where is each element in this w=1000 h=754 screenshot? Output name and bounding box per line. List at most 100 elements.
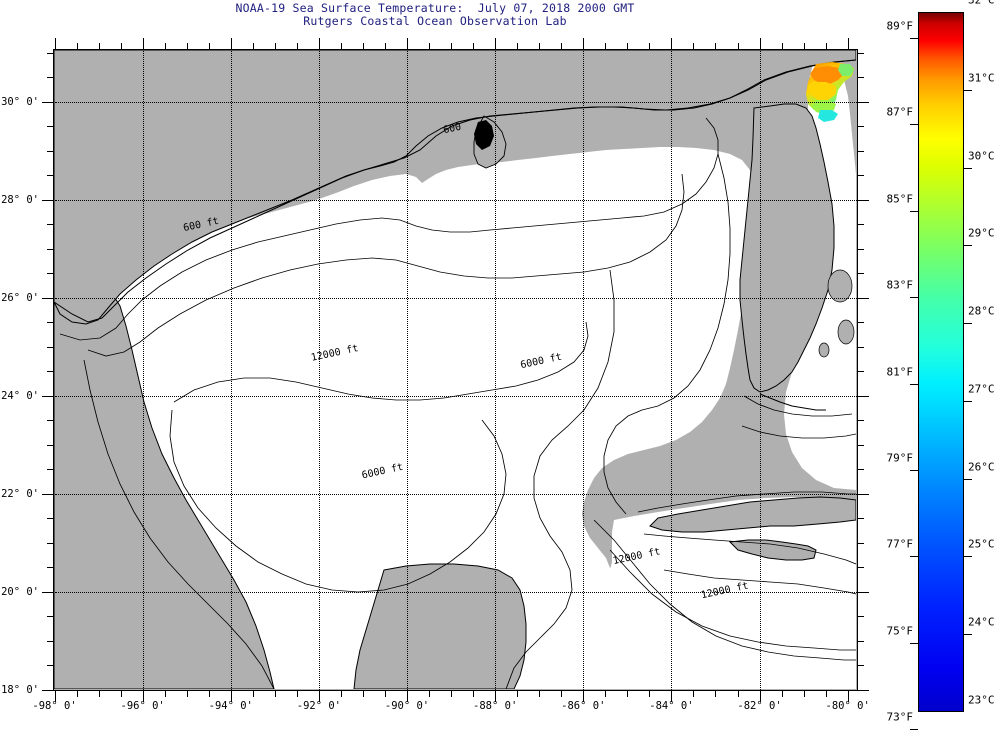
- colorbar-label-celsius: 30°C: [968, 149, 995, 163]
- y-axis-tick: [47, 444, 53, 446]
- x-axis-label: -86° 0': [561, 700, 606, 712]
- title-line-primary: NOAA-19 Sea Surface Temperature: July 07…: [235, 1, 635, 15]
- x-axis-label: -98° 0': [32, 700, 77, 712]
- x-axis-tick: [98, 691, 100, 697]
- x-axis-tick-top: [407, 38, 409, 49]
- colorbar-label-fahrenheit: 79°F: [886, 451, 914, 465]
- x-axis-tick: [186, 691, 188, 697]
- x-axis-tick: [583, 691, 585, 702]
- x-axis-label: -96° 0': [120, 700, 165, 712]
- y-axis-tick: [47, 52, 53, 54]
- y-axis-tick: [42, 199, 53, 201]
- colorbar-label-celsius: 32°C: [968, 0, 995, 7]
- x-axis-tick: [230, 691, 232, 702]
- y-axis-tick: [47, 542, 53, 544]
- y-axis-tick-right: [858, 199, 869, 201]
- y-axis-tick-right: [858, 665, 864, 667]
- x-axis-tick-top: [384, 43, 386, 49]
- x-axis-tick-top: [230, 38, 232, 49]
- x-axis-tick: [252, 691, 254, 697]
- y-axis-tick-right: [858, 420, 864, 422]
- colorbar-label-celsius: 25°C: [968, 537, 995, 551]
- x-axis-tick-top: [208, 43, 210, 49]
- y-axis-tick: [47, 224, 53, 226]
- bathymetry-contour-label: 600: [442, 122, 462, 137]
- y-axis-tick: [47, 518, 53, 520]
- colorbar-label-fahrenheit: 81°F: [886, 365, 914, 379]
- x-axis-tick: [561, 691, 563, 697]
- y-axis-tick: [47, 273, 53, 275]
- y-axis-tick: [47, 567, 53, 569]
- x-axis-tick: [605, 691, 607, 697]
- y-axis-tick: [47, 616, 53, 618]
- x-axis-tick: [76, 691, 78, 697]
- x-axis-tick: [208, 691, 210, 697]
- x-axis-tick-top: [737, 43, 739, 49]
- y-axis-label: 26° 0': [1, 291, 39, 304]
- x-axis-label: -88° 0': [473, 700, 518, 712]
- x-axis-tick: [340, 691, 342, 697]
- x-axis-tick-top: [429, 43, 431, 49]
- x-axis-tick: [54, 691, 56, 702]
- colorbar-label-fahrenheit: 89°F: [886, 19, 914, 33]
- colorbar-fahrenheit-labels: 89°F 87°F 85°F 83°F 81°F 79°F 77°F 75°F 73°F: [855, 0, 914, 723]
- y-axis-tick: [47, 126, 53, 128]
- x-axis-tick-top: [649, 43, 651, 49]
- chart-title: NOAA-19 Sea Surface Temperature: July 07…: [0, 2, 870, 28]
- y-axis-tick-right: [858, 640, 864, 642]
- y-axis-tick-right: [858, 444, 864, 446]
- y-axis-tick-right: [858, 175, 864, 177]
- x-axis-tick-top: [715, 43, 717, 49]
- y-axis-tick: [47, 420, 53, 422]
- x-axis-tick: [451, 691, 453, 697]
- colorbar-label-fahrenheit: 77°F: [886, 537, 914, 551]
- y-axis-tick: [47, 175, 53, 177]
- x-axis-tick-top: [605, 43, 607, 49]
- colorbar: [918, 12, 964, 712]
- colorbar-label-fahrenheit: 87°F: [886, 105, 914, 119]
- x-axis-tick-top: [252, 43, 254, 49]
- x-axis-tick-top: [539, 43, 541, 49]
- y-axis-tick: [42, 101, 53, 103]
- y-axis-label: 30° 0': [1, 95, 39, 108]
- x-axis-tick-top: [98, 43, 100, 49]
- x-axis-tick-top: [451, 43, 453, 49]
- colorbar-label-fahrenheit: 85°F: [886, 192, 914, 206]
- y-axis-tick-right: [858, 248, 864, 250]
- x-axis-tick: [825, 691, 827, 697]
- y-axis-tick-right: [858, 616, 864, 618]
- colorbar-label-celsius: 24°C: [968, 615, 995, 629]
- y-axis-tick: [47, 371, 53, 373]
- y-axis-tick: [47, 640, 53, 642]
- colorbar-label-celsius: 23°C: [968, 693, 995, 707]
- x-axis-tick: [693, 691, 695, 697]
- y-axis-tick-right: [858, 150, 864, 152]
- x-axis-tick: [759, 691, 761, 702]
- x-axis-tick: [627, 691, 629, 697]
- y-axis-tick-right: [858, 395, 869, 397]
- x-axis-tick-top: [517, 43, 519, 49]
- x-axis-tick-top: [274, 43, 276, 49]
- y-axis-tick: [47, 469, 53, 471]
- y-axis-tick-right: [858, 322, 864, 324]
- colorbar-celsius-labels: 32°C 31°C 30°C 29°C 28°C 27°C 26°C 25°C 24°C 23°C: [968, 0, 1000, 707]
- x-axis-tick: [539, 691, 541, 697]
- x-axis-tick-top: [693, 43, 695, 49]
- y-axis-tick-right: [858, 493, 869, 495]
- y-axis-tick-right: [858, 273, 864, 275]
- x-axis-tick: [142, 691, 144, 702]
- x-axis-tick-top: [54, 38, 56, 49]
- x-axis-tick-top: [76, 43, 78, 49]
- sst-map-panel[interactable]: 600 ft 600 12000 ft 6000 ft 6000 ft 12000 ft 1…: [53, 49, 858, 691]
- y-axis-tick-right: [858, 689, 869, 691]
- x-axis-tick-top: [362, 43, 364, 49]
- colorbar-label-fahrenheit: 73°F: [886, 710, 914, 724]
- y-axis-tick: [47, 77, 53, 79]
- x-axis-tick-top: [340, 43, 342, 49]
- y-axis-tick-right: [858, 591, 869, 593]
- x-axis-label: -84° 0': [649, 700, 694, 712]
- colorbar-label-celsius: 29°C: [968, 226, 995, 240]
- x-axis-tick: [362, 691, 364, 697]
